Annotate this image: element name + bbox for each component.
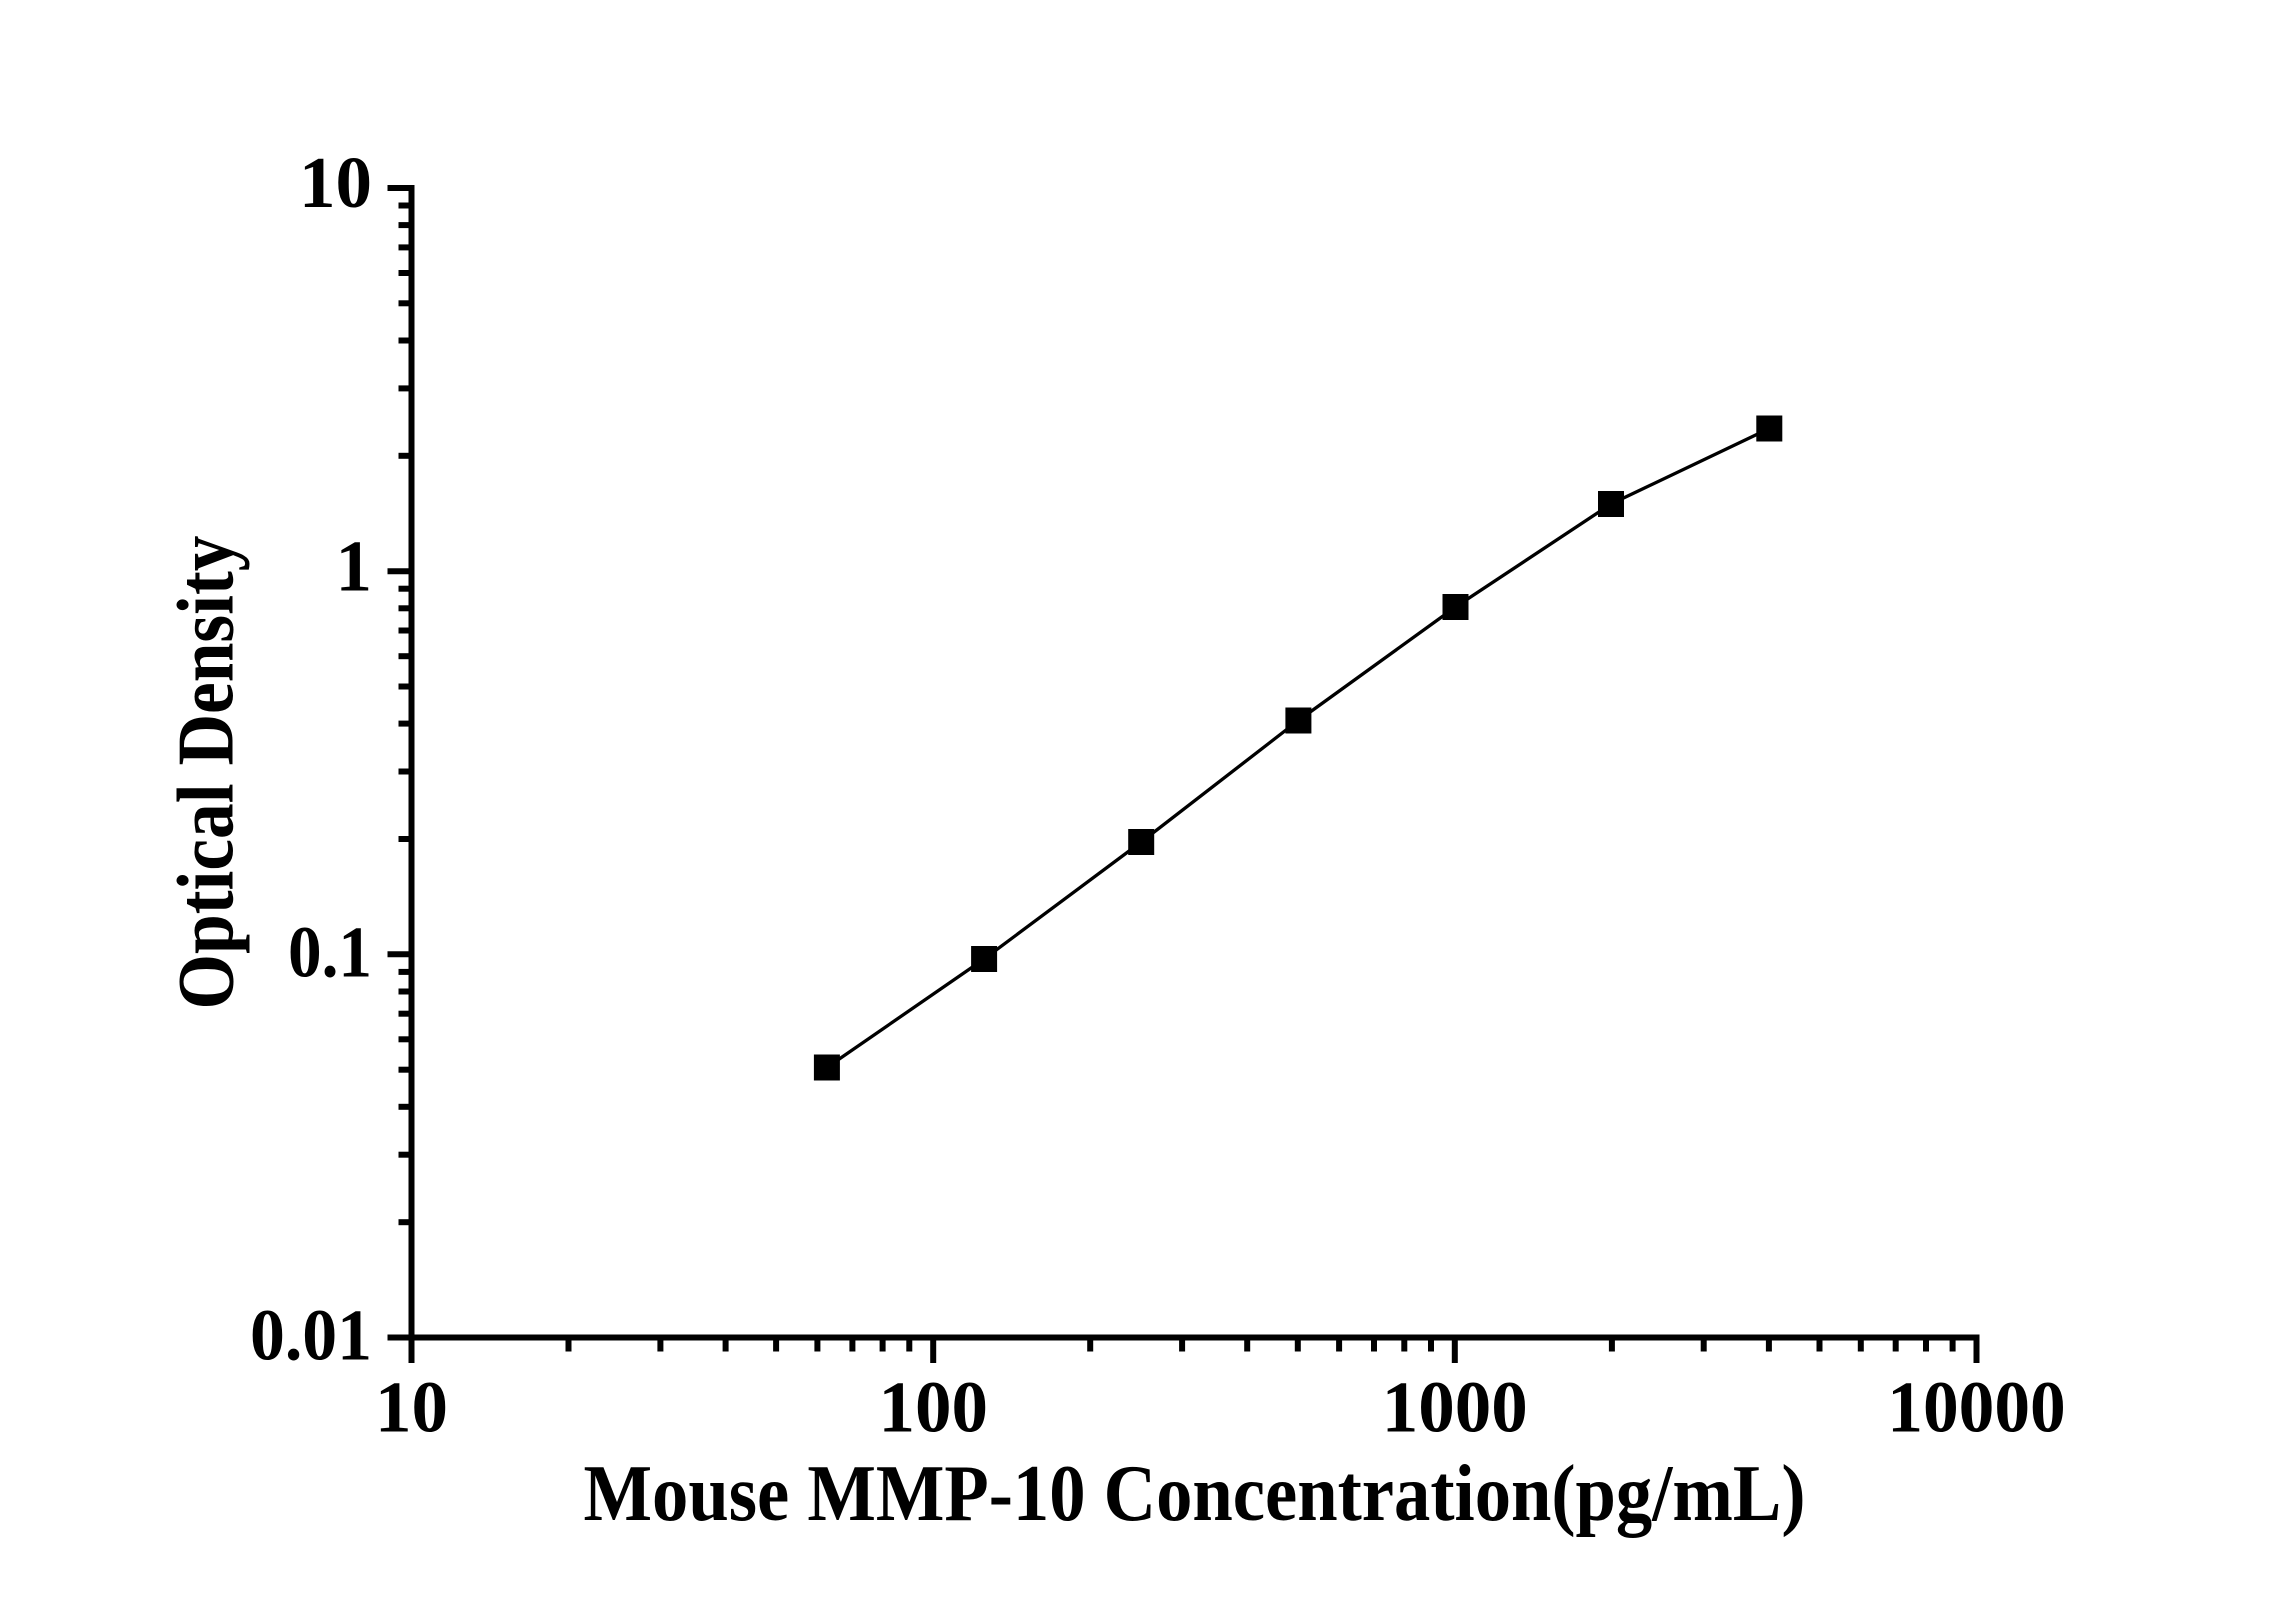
svg-text:Optical Density: Optical Density [163, 536, 251, 1010]
svg-text:10: 10 [375, 1367, 448, 1448]
svg-text:1000: 1000 [1382, 1367, 1528, 1448]
svg-text:1: 1 [336, 526, 373, 607]
svg-text:0.1: 0.1 [288, 911, 372, 992]
svg-text:100: 100 [878, 1367, 988, 1448]
svg-text:0.01: 0.01 [250, 1295, 372, 1376]
svg-text:10000: 10000 [1887, 1367, 2066, 1448]
svg-text:Mouse MMP-10 Concentration(pg/: Mouse MMP-10 Concentration(pg/mL) [584, 1450, 1806, 1538]
svg-text:10: 10 [299, 142, 372, 223]
